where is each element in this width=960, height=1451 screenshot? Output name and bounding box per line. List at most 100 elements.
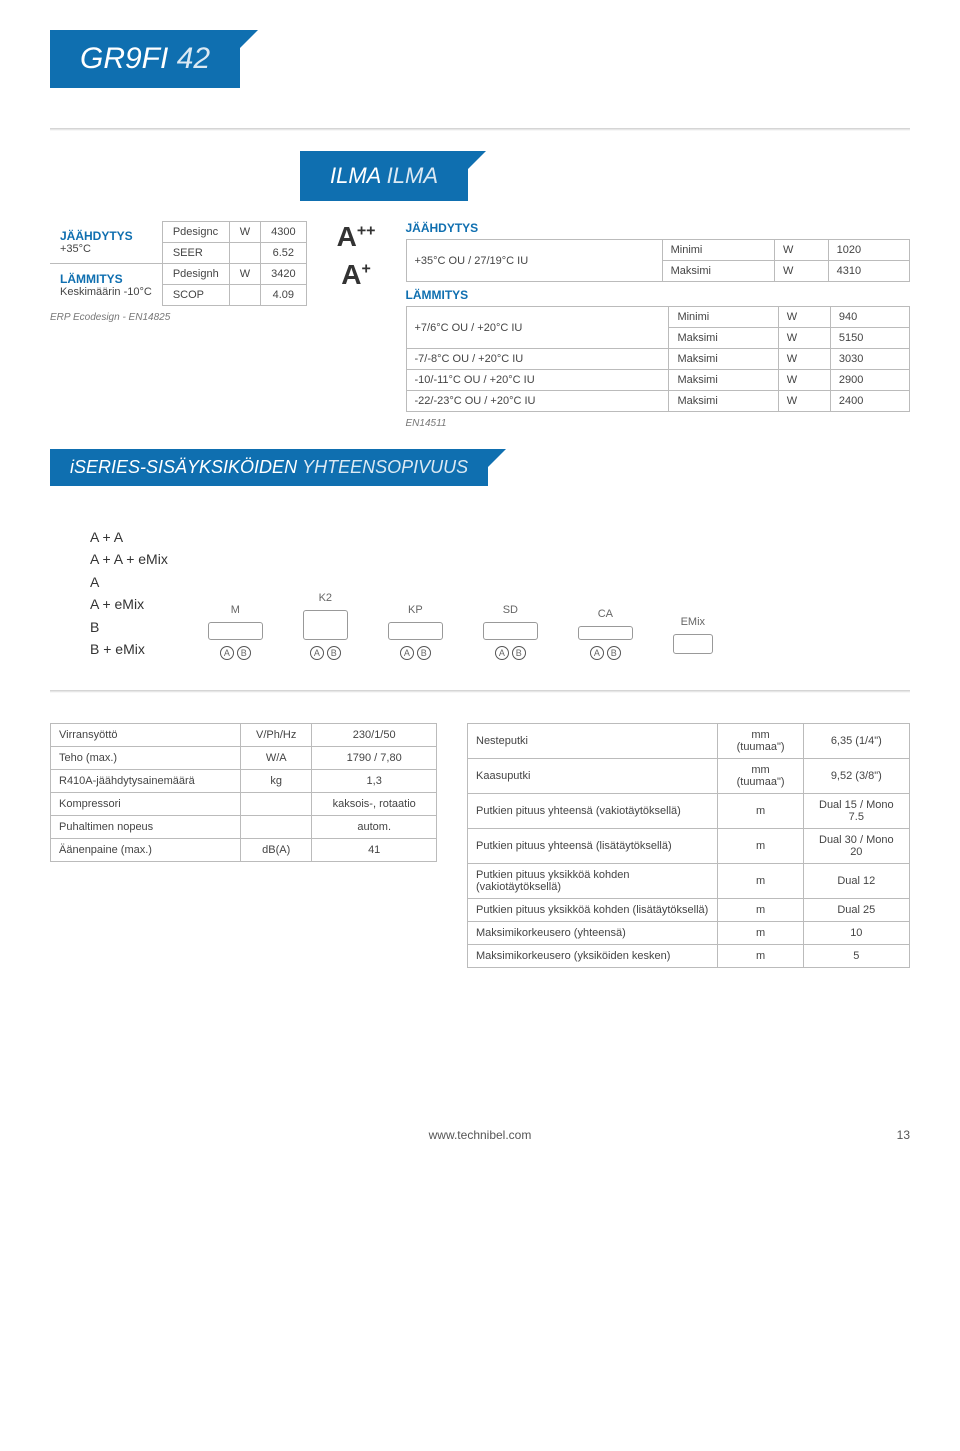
unit-shape-icon [388, 622, 443, 640]
compat-a: iSERIES-SISÄYKSIKÖIDEN [70, 457, 297, 477]
specs-table-right: Nesteputkimm (tuumaa")6,35 (1/4")Kaasupu… [467, 723, 910, 968]
erp-r0-1: W [229, 222, 260, 243]
erp-table-block: JÄÄHDYTYS +35°C Pdesignc W 4300 SEER 6.5… [50, 221, 307, 323]
erp-note: ERP Ecodesign - EN14825 [50, 312, 307, 323]
table-cell: 41 [312, 839, 437, 862]
compat-3: A + eMix [90, 593, 168, 615]
table-cell: 6,35 (1/4") [803, 724, 909, 759]
category-banner: ILMA ILMA [300, 151, 468, 201]
unit-label: EMix [673, 616, 713, 628]
table-cell: Dual 15 / Mono 7.5 [803, 794, 909, 829]
table-cell: Nesteputki [468, 724, 718, 759]
cond-heat-hdr: LÄMMITYS [406, 288, 911, 306]
table-cell: mm (tuumaa") [718, 724, 803, 759]
table-cell: Maksimikorkeusero (yksiköiden kesken) [468, 945, 718, 968]
table-cell: Virransyöttö [51, 724, 241, 747]
table-cell: kaksois-, rotaatio [312, 793, 437, 816]
unit-label: CA [578, 608, 633, 620]
unit-label: K2 [303, 592, 348, 604]
table-cell: dB(A) [241, 839, 312, 862]
table-row: Kompressori kaksois-, rotaatio [51, 793, 437, 816]
c-r2-3: 940 [830, 307, 909, 328]
compat-5: B + eMix [90, 638, 168, 660]
cond-table: +35°C OU / 27/19°C IU Minimi W 1020 Maks… [406, 239, 911, 282]
compat-list: A + A A + A + eMix A A + eMix B B + eMix [90, 526, 168, 660]
compat-0: A + A [90, 526, 168, 548]
table-cell: Putkien pituus yhteensä (lisätäytöksellä… [468, 829, 718, 864]
unit-KP: KPA B [388, 604, 443, 660]
table-row: Maksimikorkeusero (yhteensä)m10 [468, 922, 910, 945]
erp-r1-0: SEER [162, 243, 229, 264]
table-cell: Putkien pituus yksikköä kohden (vakiotäy… [468, 864, 718, 899]
footer-page: 13 [897, 1128, 910, 1142]
table-row: Äänenpaine (max.)dB(A)41 [51, 839, 437, 862]
table-row: Puhaltimen nopeusautom. [51, 816, 437, 839]
c-r1-3: 4310 [828, 261, 909, 282]
table-cell [241, 793, 312, 816]
table-cell: Puhaltimen nopeus [51, 816, 241, 839]
c-r2-2: W [778, 307, 830, 328]
erp-r0-2: 4300 [261, 222, 306, 243]
compat-b: YHTEENSOPIVUUS [302, 457, 468, 477]
table-cell: m [718, 794, 803, 829]
table-row: Nesteputkimm (tuumaa")6,35 (1/4") [468, 724, 910, 759]
unit-CA: CA A B [578, 608, 633, 660]
erp-r1-1 [229, 243, 260, 264]
erp-r2-1: W [229, 264, 260, 285]
table-cell: V/Ph/Hz [241, 724, 312, 747]
erp-r3-2: 4.09 [261, 285, 306, 306]
compat-4: B [90, 616, 168, 638]
c-r4-2: W [778, 349, 830, 370]
table-cell: Kompressori [51, 793, 241, 816]
table-cell: Dual 12 [803, 864, 909, 899]
unit-ab-badges: A B [303, 646, 348, 660]
table-cell: m [718, 922, 803, 945]
erp-r3-1 [229, 285, 260, 306]
table-cell: Putkien pituus yhteensä (vakiotäytöksell… [468, 794, 718, 829]
c-r0-1: Minimi [662, 240, 774, 261]
page-footer: www.technibel.com 13 [50, 1128, 910, 1142]
table-cell: m [718, 864, 803, 899]
footer-url: www.technibel.com [429, 1128, 532, 1142]
unit-label: M [208, 604, 263, 616]
cond-table-heat: +7/6°C OU / +20°C IU Minimi W 940 Maksim… [406, 306, 911, 412]
erp-r1-2: 6.52 [261, 243, 306, 264]
c-r0-0: +35°C OU / 27/19°C IU [406, 240, 662, 282]
table-cell: Dual 30 / Mono 20 [803, 829, 909, 864]
c-r3-3: 5150 [830, 328, 909, 349]
rating-cooling: A++ [337, 221, 376, 253]
c-r2-1: Minimi [669, 307, 778, 328]
unit-SD: SDA B [483, 604, 538, 660]
erp-cool-sub: +35°C [60, 243, 152, 255]
erp-r2-2: 3420 [261, 264, 306, 285]
table-row: Kaasuputkimm (tuumaa")9,52 (3/8") [468, 759, 910, 794]
table-row: Putkien pituus yhteensä (lisätäytöksellä… [468, 829, 910, 864]
table-cell: m [718, 829, 803, 864]
unit-ab-badges: A B [578, 646, 633, 660]
c-r4-0: -7/-8°C OU / +20°C IU [406, 349, 669, 370]
conditions-block: JÄÄHDYTYS +35°C OU / 27/19°C IU Minimi W… [406, 221, 911, 429]
unit-label: SD [483, 604, 538, 616]
erp-r3-0: SCOP [162, 285, 229, 306]
c-r3-2: W [778, 328, 830, 349]
cond-cool-hdr: JÄÄHDYTYS [406, 221, 911, 239]
table-row: Maksimikorkeusero (yksiköiden kesken)m5 [468, 945, 910, 968]
rating-heating: A+ [341, 259, 371, 291]
title-num: 42 [177, 42, 210, 75]
erp-heat-hdr: LÄMMITYS [60, 272, 152, 286]
c-r0-2: W [774, 240, 828, 261]
table-cell: Maksimikorkeusero (yhteensä) [468, 922, 718, 945]
table-cell: 10 [803, 922, 909, 945]
table-cell: 230/1/50 [312, 724, 437, 747]
table-row: Putkien pituus yksikköä kohden (lisätäyt… [468, 899, 910, 922]
table-row: R410A-jäähdytysainemääräkg1,3 [51, 770, 437, 793]
table-cell: mm (tuumaa") [718, 759, 803, 794]
erp-cool-hdr: JÄÄHDYTYS [60, 229, 152, 243]
c-r3-1: Maksimi [669, 328, 778, 349]
compat-banner: iSERIES-SISÄYKSIKÖIDEN YHTEENSOPIVUUS [50, 449, 488, 486]
unit-ab-badges: A B [388, 646, 443, 660]
unit-shape-icon [208, 622, 263, 640]
unit-icons-row: MA BK2A BKPA BSDA BCAA BEMix [208, 526, 713, 660]
table-row: VirransyöttöV/Ph/Hz230/1/50 [51, 724, 437, 747]
table-cell: W/A [241, 747, 312, 770]
